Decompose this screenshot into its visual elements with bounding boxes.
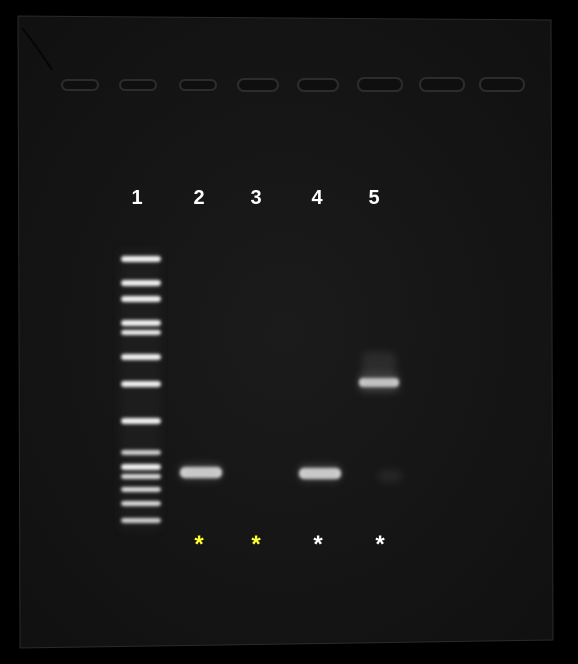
- ladder-band: [121, 256, 161, 262]
- well: [61, 79, 99, 91]
- well: [419, 77, 465, 92]
- ladder-band: [121, 418, 161, 424]
- ladder-band: [121, 354, 161, 360]
- asterisk-marker-lane-5: *: [375, 531, 385, 558]
- well: [297, 78, 339, 92]
- ladder-band: [121, 501, 161, 506]
- asterisk-marker-lane-4: *: [313, 531, 323, 558]
- asterisk-marker-lane-3: *: [251, 531, 261, 558]
- ladder-band: [121, 330, 161, 335]
- lane-label-1: 1: [131, 187, 143, 209]
- well: [179, 79, 217, 91]
- well: [479, 77, 525, 92]
- ladder-band: [121, 296, 161, 302]
- well: [119, 79, 157, 91]
- ladder-band: [121, 487, 161, 492]
- well: [357, 77, 403, 92]
- ladder-band: [121, 464, 161, 470]
- well: [237, 78, 279, 92]
- asterisk-marker-lane-2: *: [194, 531, 204, 558]
- ladder-band: [121, 280, 161, 286]
- lane-label-4: 4: [311, 187, 323, 209]
- lane-label-3: 3: [250, 187, 262, 209]
- band-halos: [180, 352, 402, 482]
- lane-label-5: 5: [368, 187, 380, 209]
- ladder-band: [121, 518, 161, 523]
- lane-label-2: 2: [193, 187, 205, 209]
- gel-wells: [61, 77, 525, 92]
- gel-slab: [17, 15, 554, 649]
- ladder-band: [121, 474, 161, 479]
- gel-scratch: [21, 27, 53, 71]
- ladder-band: [121, 320, 161, 326]
- ladder-bands: [121, 256, 161, 523]
- ladder-band: [121, 450, 161, 455]
- ladder-band: [121, 381, 161, 387]
